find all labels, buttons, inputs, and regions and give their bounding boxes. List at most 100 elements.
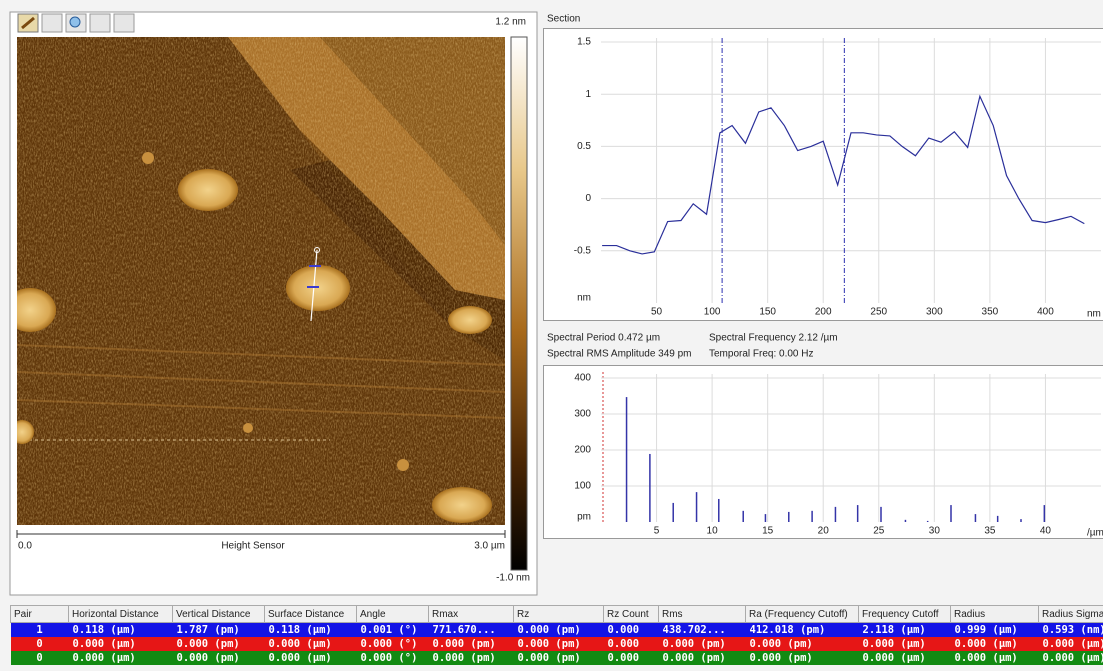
table-cell: 0.593 (nm): [1039, 623, 1103, 638]
column-header[interactable]: Rms: [659, 606, 746, 623]
table-cell: 0.000 (µm): [1039, 637, 1103, 651]
spectrum-bar: [649, 454, 651, 522]
table-cell: 2.118 (µm): [859, 623, 951, 638]
x-tick-label: 50: [651, 307, 663, 318]
channel-label: Height Sensor: [221, 541, 285, 552]
table-cell: 0.000 (pm): [659, 651, 746, 665]
spectral-frequency: Spectral Frequency 2.12 /µm: [709, 333, 838, 344]
column-header[interactable]: Rz: [514, 606, 604, 623]
x-tick-label: 35: [984, 526, 996, 537]
y-tick-label: 300: [574, 409, 591, 420]
table-cell: 0.000 (°): [357, 651, 429, 665]
column-header[interactable]: Surface Distance: [265, 606, 357, 623]
table-cell: 0.000 (µm): [859, 651, 951, 665]
spectrum-bar: [997, 516, 999, 522]
table-cell: 0.000 (pm): [746, 637, 859, 651]
table-cell: 771.670...: [429, 623, 514, 638]
table-cell: 0.000: [604, 637, 659, 651]
scale-start: 0.0: [18, 541, 32, 552]
table-cell: 0.000 (µm): [69, 651, 173, 665]
tool-button[interactable]: [114, 14, 134, 32]
x-unit-label: /µm: [1087, 528, 1103, 539]
spectrum-bar: [1020, 519, 1022, 522]
column-header[interactable]: Vertical Distance: [173, 606, 265, 623]
y-tick-label: 0.5: [577, 141, 591, 152]
y-unit-label: nm: [577, 293, 591, 304]
spectrum-bar: [950, 505, 952, 522]
table-cell: 1.787 (pm): [173, 623, 265, 638]
table-cell: 0.999 (µm): [951, 623, 1039, 638]
table-cell: 0.118 (µm): [265, 623, 357, 638]
temporal-frequency: Temporal Freq: 0.00 Hz: [709, 349, 814, 360]
y-tick-label: 0: [585, 193, 591, 204]
x-tick-label: 20: [818, 526, 830, 537]
spectrum-bar: [835, 507, 837, 522]
table-cell: 0.000 (µm): [951, 651, 1039, 665]
column-header[interactable]: Radius Sigma: [1039, 606, 1103, 623]
y-tick-label: 400: [574, 373, 591, 384]
spectrum-bar: [927, 521, 929, 522]
table-cell: 0.000 (µm): [859, 637, 951, 651]
spectrum-bar: [857, 505, 859, 522]
x-tick-label: 250: [870, 307, 887, 318]
x-tick-label: 350: [982, 307, 999, 318]
table-cell: 0.000 (µm): [265, 651, 357, 665]
table-cell: 0.000 (pm): [429, 651, 514, 665]
x-tick-label: 200: [815, 307, 832, 318]
column-header[interactable]: Radius: [951, 606, 1039, 623]
table-cell: 0.000 (µm): [1039, 651, 1103, 665]
measurement-table: PairHorizontal DistanceVertical Distance…: [10, 605, 1103, 665]
analysis-view: 1.2 nm -1.0 nm 0.0 Height Sensor 3.0 µm …: [0, 0, 1103, 605]
table-cell: 0.000 (µm): [69, 637, 173, 651]
column-header[interactable]: Frequency Cutoff: [859, 606, 951, 623]
table-cell: 412.018 (pm): [746, 623, 859, 638]
column-header[interactable]: Pair: [11, 606, 69, 623]
table-cell: 0.000: [604, 651, 659, 665]
y-tick-label: -0.5: [574, 245, 592, 256]
spectrum-bar: [672, 503, 674, 522]
table-cell: 0.000 (pm): [514, 637, 604, 651]
x-tick-label: 10: [707, 526, 719, 537]
spectrum-bar: [811, 511, 813, 522]
column-header[interactable]: Rz Count: [604, 606, 659, 623]
table-cell: 0.000 (°): [357, 637, 429, 651]
x-tick-label: 150: [759, 307, 776, 318]
table-cell: 438.702...: [659, 623, 746, 638]
column-header[interactable]: Angle: [357, 606, 429, 623]
x-tick-label: 25: [873, 526, 885, 537]
table-cell: 0.000 (pm): [659, 637, 746, 651]
spectrum-bar: [696, 492, 698, 522]
spectrum-bar: [718, 499, 720, 522]
table-cell: 0.000 (pm): [514, 651, 604, 665]
tool-button[interactable]: [42, 14, 62, 32]
tool-button[interactable]: [90, 14, 110, 32]
x-tick-label: 300: [926, 307, 943, 318]
spectrum-bar: [975, 514, 977, 522]
table-cell: 0.000: [604, 623, 659, 638]
x-tick-label: 5: [654, 526, 660, 537]
table-cell: 0: [11, 651, 69, 665]
spectrum-bar: [765, 514, 767, 522]
spectrum-bar: [1044, 505, 1046, 522]
spectrum-bar: [788, 512, 790, 522]
spectrum-bar: [742, 511, 744, 522]
color-max-label: 1.2 nm: [495, 17, 526, 28]
y-unit-label: pm: [577, 512, 591, 523]
spectrum-bar: [905, 520, 907, 522]
column-header[interactable]: Horizontal Distance: [69, 606, 173, 623]
column-header[interactable]: Rmax: [429, 606, 514, 623]
x-unit-label: nm: [1087, 309, 1101, 320]
color-min-label: -1.0 nm: [496, 573, 530, 584]
table-cell: 0.000 (pm): [173, 637, 265, 651]
table-cell: 1: [11, 623, 69, 638]
column-header[interactable]: Ra (Frequency Cutoff): [746, 606, 859, 623]
x-tick-label: 100: [704, 307, 721, 318]
scale-end: 3.0 µm: [474, 541, 505, 552]
y-tick-label: 200: [574, 445, 591, 456]
y-tick-label: 100: [574, 481, 591, 492]
afm-height-image: [4, 37, 505, 525]
